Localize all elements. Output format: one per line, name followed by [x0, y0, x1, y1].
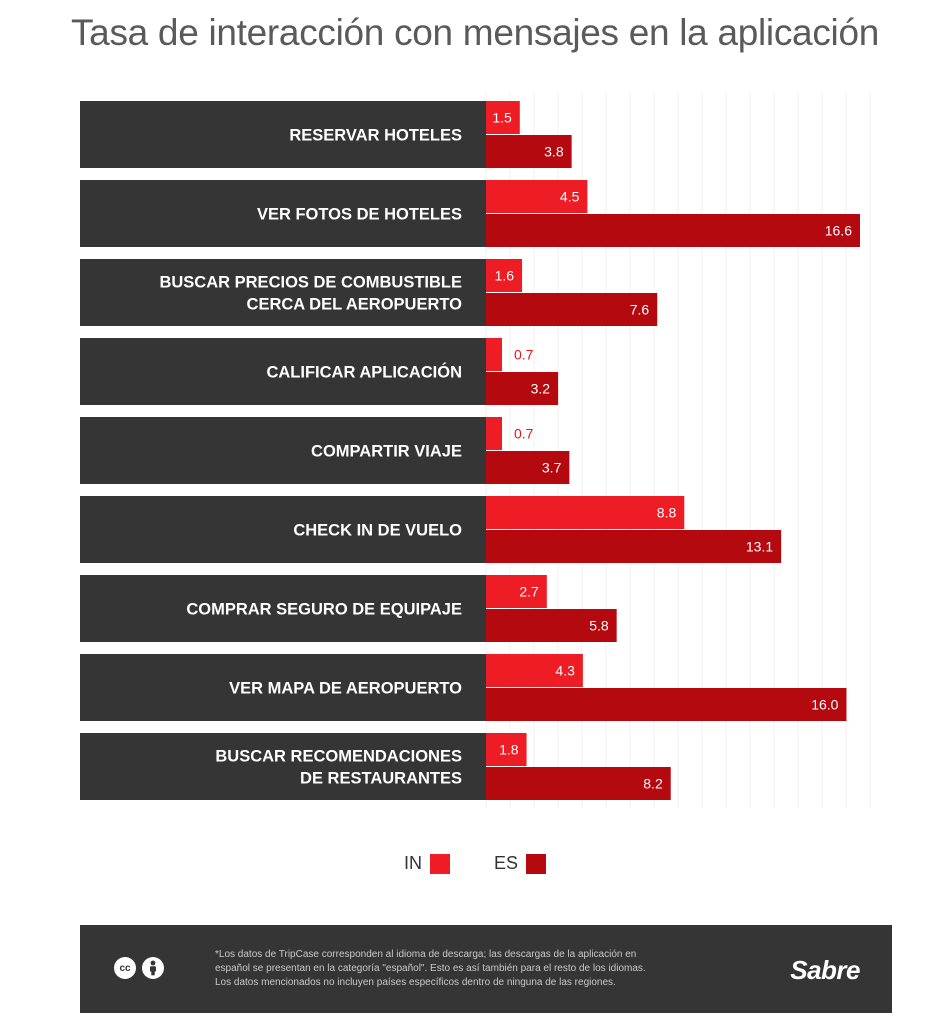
- bar-in: [486, 180, 588, 213]
- legend: IN ES: [0, 853, 950, 874]
- category-row: [80, 496, 486, 563]
- bar-es: [486, 530, 782, 563]
- category-label: DE RESTAURANTES: [300, 770, 462, 788]
- value-label-es: 3.7: [542, 460, 562, 476]
- category-label: COMPARTIR VIAJE: [311, 443, 462, 461]
- attribution-icon: [142, 957, 164, 979]
- value-label-in: 1.8: [499, 742, 519, 758]
- bar-in: [486, 338, 502, 371]
- legend-swatch-es: [526, 853, 546, 874]
- value-label-es: 5.8: [589, 618, 609, 634]
- bar-in: [486, 417, 502, 450]
- bar-in: [486, 733, 527, 766]
- value-label-in: 0.7: [514, 347, 534, 363]
- category-label: CALIFICAR APLICACIÓN: [266, 363, 462, 382]
- bar-es: [486, 688, 847, 721]
- value-label-in: 0.7: [514, 426, 534, 442]
- value-label-in: 1.6: [495, 268, 515, 284]
- category-label: CHECK IN DE VUELO: [293, 522, 462, 540]
- bar-in: [486, 575, 547, 608]
- value-label-in: 2.7: [519, 584, 539, 600]
- legend-label-es: ES: [493, 853, 518, 873]
- category-row: [80, 180, 486, 247]
- value-label-es: 8.2: [643, 776, 663, 792]
- category-row: [80, 654, 486, 721]
- license-icons: cc: [114, 957, 164, 979]
- category-label: BUSCAR PRECIOS DE COMBUSTIBLE: [159, 274, 462, 292]
- category-row: [80, 733, 486, 800]
- bar-es: [486, 767, 671, 800]
- bar-chart: RESERVAR HOTELES 1.5 3.8 VER FOTOS DE HOTEL…: [80, 92, 871, 808]
- category-row: [80, 338, 486, 405]
- bar-in: [486, 101, 520, 134]
- value-label-es: 16.6: [825, 223, 852, 239]
- value-label-in: 4.3: [555, 663, 575, 679]
- bar-es: [486, 609, 617, 642]
- value-label-es: 16.0: [811, 697, 838, 713]
- footnote-line-2: español se presentan en la categoría "es…: [215, 963, 646, 974]
- chart-title: Tasa de interacción con mensajes en la a…: [70, 12, 879, 53]
- category-label: COMPRAR SEGURO DE EQUIPAJE: [186, 601, 462, 619]
- footnote-line-3: Los datos mencionados no incluyen países…: [215, 977, 616, 988]
- bar-es: [486, 214, 860, 247]
- bar-es: [486, 135, 572, 168]
- value-label-es: 13.1: [746, 539, 773, 555]
- category-label: BUSCAR RECOMENDACIONES: [215, 748, 462, 766]
- category-row: [80, 417, 486, 484]
- category-label: VER FOTOS DE HOTELES: [257, 206, 462, 224]
- legend-item-es: ES: [494, 853, 546, 874]
- category-label: RESERVAR HOTELES: [289, 127, 462, 145]
- legend-label-in: IN: [403, 853, 422, 873]
- sabre-logo: Sabre: [790, 955, 860, 985]
- cc-icon: cc: [114, 957, 136, 979]
- footnote-line-1: *Los datos de TripCase corresponden al i…: [215, 949, 637, 960]
- value-label-in: 8.8: [657, 505, 677, 521]
- category-row: [80, 575, 486, 642]
- value-label-in: 1.5: [492, 110, 512, 126]
- bar-in: [486, 496, 685, 529]
- value-label-in: 4.5: [560, 189, 580, 205]
- value-label-es: 3.2: [531, 381, 551, 397]
- legend-item-in: IN: [404, 853, 450, 874]
- category-row: [80, 259, 486, 326]
- legend-swatch-in: [429, 853, 450, 874]
- category-label: VER MAPA DE AEROPUERTO: [229, 680, 462, 698]
- value-label-es: 3.8: [544, 144, 564, 160]
- bar-es: [486, 293, 658, 326]
- category-row: [80, 101, 486, 168]
- footnote: *Los datos de TripCase corresponden al i…: [215, 948, 775, 990]
- bar-es: [486, 372, 559, 405]
- bar-in: [486, 259, 523, 292]
- bar-in: [486, 654, 583, 687]
- bar-es: [486, 451, 570, 484]
- footer: cc *Los datos de TripCase corresponden a…: [80, 925, 892, 1013]
- value-label-es: 7.6: [630, 302, 650, 318]
- category-label: CERCA DEL AEROPUERTO: [247, 296, 463, 314]
